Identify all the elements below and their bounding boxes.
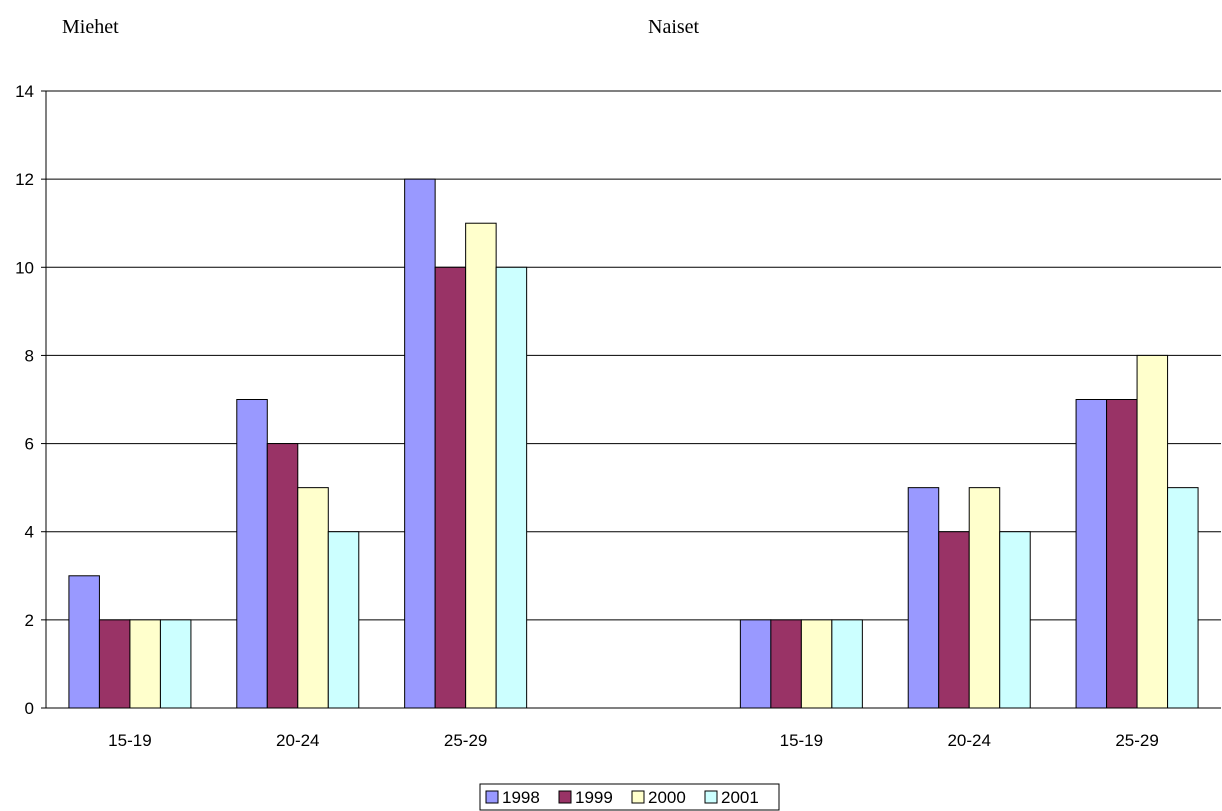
- axes: [45, 91, 1221, 709]
- bar-2000-15-19: [800, 619, 833, 709]
- bar-2000-20-24: [297, 487, 329, 709]
- x-tick-label: 20-24: [947, 731, 990, 750]
- bar-2001-15-19: [159, 619, 192, 709]
- legend-swatch-2001: [704, 790, 718, 804]
- bar-1998-25-29: [1075, 399, 1108, 709]
- bar-1999-20-24: [266, 443, 299, 709]
- bar-1998-15-19: [739, 619, 772, 709]
- bar-2001-15-19: [831, 619, 863, 709]
- group-title-naiset: Naiset: [648, 16, 700, 38]
- y-tick-label: 6: [25, 435, 34, 454]
- legend-label-1998: 1998: [502, 788, 540, 807]
- bar-1998-25-29: [404, 178, 436, 709]
- group-title-miehet: Miehet: [62, 16, 119, 38]
- legend-label-2000: 2000: [648, 788, 686, 807]
- bar-1999-15-19: [770, 619, 802, 709]
- x-tick-label: 20-24: [276, 731, 319, 750]
- legend-swatch-1999: [558, 790, 572, 804]
- y-axis-ticks: 0 2 4 6 8 10 12 14: [15, 82, 46, 718]
- bars: [68, 178, 1199, 709]
- x-tick-label: 15-19: [108, 731, 151, 750]
- bar-2001-20-24: [999, 531, 1031, 709]
- legend-swatch-1998: [485, 790, 499, 804]
- legend-box: [479, 783, 780, 811]
- x-tick-label: 15-19: [780, 731, 823, 750]
- legend-label-1999: 1999: [575, 788, 613, 807]
- y-tick-label: 8: [25, 346, 34, 365]
- bar-1998-20-24: [907, 487, 940, 709]
- x-tick-label: 25-29: [444, 731, 487, 750]
- bar-1999-25-29: [434, 266, 467, 709]
- bar-2000-20-24: [968, 487, 1001, 709]
- legend: 1998 1999 2000 2001: [479, 783, 780, 811]
- legend-label-2001: 2001: [721, 788, 759, 807]
- bar-1998-15-19: [68, 575, 100, 709]
- y-tick-label: 12: [15, 170, 34, 189]
- y-tick-label: 10: [15, 258, 34, 277]
- y-tick-label: 0: [25, 699, 34, 718]
- y-tick-label: 2: [25, 611, 34, 630]
- x-tick-label: 25-29: [1115, 731, 1158, 750]
- bar-1999-15-19: [98, 619, 131, 709]
- bar-2000-25-29: [465, 222, 497, 709]
- bar-2001-25-29: [495, 266, 528, 709]
- bar-1999-25-29: [1106, 399, 1138, 709]
- legend-swatch-2000: [631, 790, 645, 804]
- gridlines: [46, 90, 1221, 709]
- bar-2000-25-29: [1136, 354, 1169, 709]
- y-tick-label: 14: [15, 82, 34, 101]
- bar-2001-20-24: [327, 531, 360, 709]
- bar-2000-15-19: [129, 619, 161, 709]
- bar-1999-20-24: [938, 531, 970, 709]
- bar-2001-25-29: [1167, 487, 1199, 709]
- y-tick-label: 4: [25, 523, 34, 542]
- bar-1998-20-24: [236, 399, 268, 709]
- x-axis-ticks: 15-19 20-24 25-29 15-19 20-24 25-29: [108, 731, 1159, 750]
